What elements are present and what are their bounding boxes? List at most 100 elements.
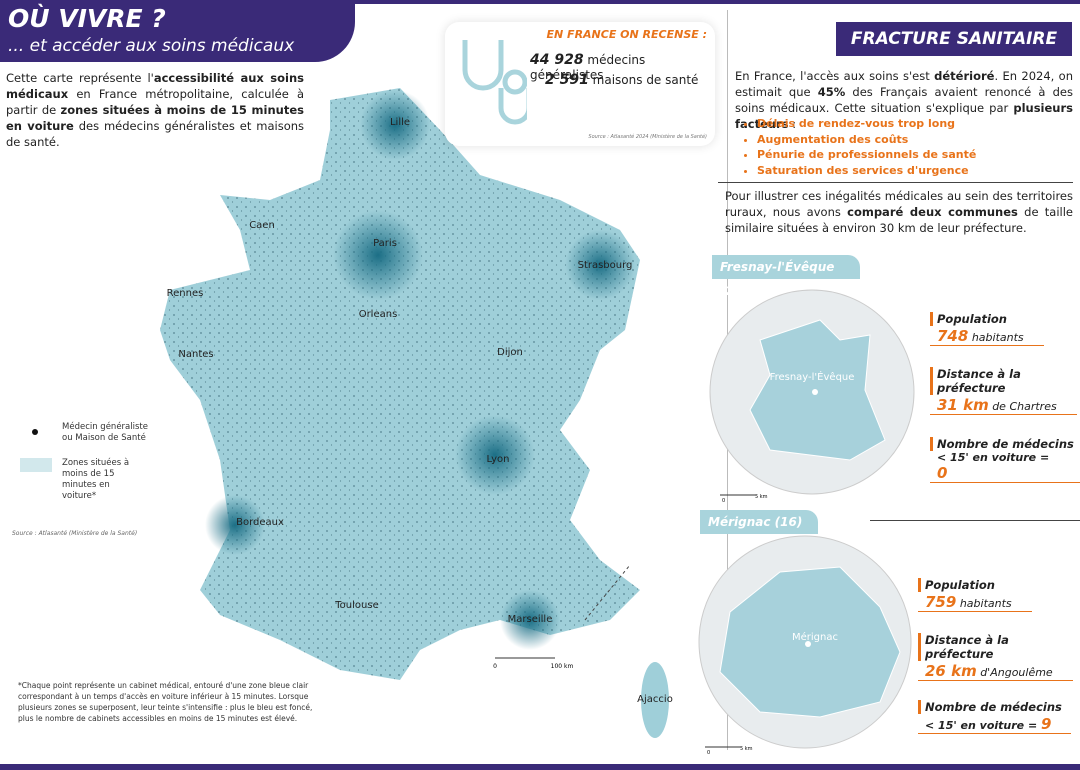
- text: . En 2024, on estimait que: [735, 69, 1073, 99]
- scale-label: 0: [707, 750, 710, 756]
- text-bold: accessibilité aux soins médicaux: [6, 71, 304, 101]
- text: des Français avaient renoncé à des soins…: [735, 85, 1073, 115]
- stats-heading: EN FRANCE ON RECENSE :: [546, 28, 708, 41]
- commune-tag: Fresnay-l'Évêque (28): [712, 255, 860, 298]
- factor: Saturation des services d'urgence: [757, 163, 976, 179]
- city-label: Bordeaux: [236, 517, 284, 528]
- title: OÙ VIVRE ?: [8, 4, 166, 33]
- france-map: Lille Caen Paris Strasbourg Rennes Orlea…: [20, 88, 673, 738]
- city-label: Lyon: [486, 454, 509, 465]
- scale-label: 5 km: [740, 746, 753, 752]
- value: 31 km: [937, 396, 989, 414]
- commune-map: Mérignac 0 5 km: [698, 535, 912, 756]
- stats-source: Source : Atlasanté 2024 (Ministère de la…: [588, 134, 707, 140]
- city-labels: Lille Caen Paris Strasbourg Rennes Orlea…: [167, 117, 673, 705]
- info-value: < 15' en voiture = 9: [918, 715, 1072, 734]
- scale-label: 5 km: [755, 494, 768, 500]
- factor: Délais de rendez-vous trop long: [757, 116, 976, 132]
- paragraph: Pour illustrer ces inégalités médicales …: [725, 188, 1073, 236]
- info-block: Nombre de médecins < 15' en voiture = 9: [918, 700, 1072, 734]
- paragraph: En France, l'accès aux soins s'est détér…: [735, 68, 1073, 132]
- text-bold: détérioré: [934, 69, 995, 83]
- text-bold: 45%: [817, 85, 846, 99]
- rule: [718, 182, 1073, 183]
- stats-box: EN FRANCE ON RECENSE : 44 928 médecins g…: [445, 22, 715, 146]
- subtitle: ... et accéder aux soins médicaux: [8, 36, 295, 56]
- city-label: Rennes: [167, 288, 204, 299]
- text: de taille similaire situées à environ 30…: [725, 205, 1074, 235]
- header-banner: OÙ VIVRE ? ... et accéder aux soins médi…: [0, 0, 355, 62]
- info-block: Distance à la préfecture 31 km de Chartr…: [930, 367, 1080, 415]
- top-rule: [355, 0, 1080, 4]
- bottom-rule: [0, 764, 1080, 770]
- info-value: < 15' en voiture = 0: [930, 451, 1080, 483]
- info-block: Population 759 habitants: [918, 578, 1032, 612]
- info-value: 31 km de Chartres: [930, 396, 1077, 415]
- city-label: Marseille: [508, 614, 553, 625]
- text: des médecins généralistes et maisons de …: [6, 119, 305, 149]
- factor: Augmentation des coûts: [757, 132, 976, 148]
- commune-tag: Mérignac (16): [700, 510, 818, 534]
- text-bold: zones situées à moins de 15 minutes en v…: [6, 103, 304, 133]
- unit: habitants: [971, 331, 1024, 344]
- map-source: Source : Atlasanté (Ministère de la Sant…: [12, 530, 138, 537]
- text: en France métropolitaine, calculée à par…: [6, 87, 304, 117]
- city-label: Strasbourg: [578, 260, 633, 271]
- text: Cette carte représente l': [6, 71, 154, 85]
- unit: habitants: [959, 597, 1012, 610]
- info-block: Nombre de médecins < 15' en voiture = 0: [930, 437, 1080, 483]
- text: :: [788, 117, 797, 131]
- scale-label: 0: [493, 663, 497, 670]
- text: < 15' en voiture =: [925, 719, 1038, 732]
- value: 26 km: [925, 662, 977, 680]
- city-label: Lille: [390, 117, 410, 128]
- info-block: Population 748 habitants: [930, 312, 1044, 346]
- text-bold: comparé deux communes: [847, 205, 1018, 219]
- info-label: Population: [918, 578, 1032, 592]
- scale-label: 0: [722, 498, 725, 504]
- map-label: Fresnay-l'Évêque: [770, 370, 855, 383]
- info-block: Distance à la préfecture 26 km d'Angoulê…: [918, 633, 1080, 681]
- unit: de Chartres: [992, 400, 1057, 413]
- city-label: Ajaccio: [637, 694, 673, 705]
- unit: d'Angoulême: [980, 666, 1053, 679]
- factor-list: Délais de rendez-vous trop long Augmenta…: [745, 116, 976, 178]
- rule: [870, 520, 1080, 521]
- stat: 2 591 maisons de santé: [545, 72, 698, 88]
- map-label: Mérignac: [792, 631, 838, 643]
- commune-map: Fresnay-l'Évêque 0 5 km: [709, 289, 915, 504]
- value: 9: [1041, 715, 1052, 733]
- value: 748: [937, 327, 969, 345]
- stat-number: 44 928: [530, 52, 584, 68]
- info-value: 26 km d'Angoulême: [918, 662, 1073, 681]
- legend-item: Zones situées à moins de 15 minutes en v…: [62, 458, 130, 501]
- city-label: Caen: [249, 220, 275, 231]
- value: 0: [937, 464, 948, 482]
- stat-label: médecins généralistes: [530, 53, 646, 82]
- stat-number: 2 591: [545, 72, 589, 88]
- mainland: [160, 88, 669, 738]
- stethoscope-icon: [462, 40, 527, 125]
- intro: Cette carte représente l'accessibilité a…: [6, 70, 304, 150]
- city-label: Paris: [373, 238, 397, 249]
- info-label: Distance à la préfecture: [930, 367, 1080, 395]
- section-title: FRACTURE SANITAIRE: [836, 22, 1072, 56]
- value: 759: [925, 593, 957, 611]
- text: < 15' en voiture =: [937, 451, 1050, 464]
- city-label: Orleans: [359, 309, 398, 320]
- stat: 44 928 médecins généralistes: [530, 52, 715, 82]
- legend-swatch: [20, 458, 52, 472]
- legend-dot: [32, 429, 38, 435]
- info-value: 759 habitants: [918, 593, 1032, 612]
- text: En France, l'accès aux soins s'est: [735, 69, 935, 83]
- stat-label: maisons de santé: [592, 73, 699, 87]
- factor: Pénurie de professionnels de santé: [757, 147, 976, 163]
- legend-item: Médecin généraliste ou Maison de Santé: [62, 422, 148, 443]
- scale-label: 100 km: [551, 663, 574, 670]
- city-label: Dijon: [497, 347, 523, 358]
- text: Pour illustrer ces inégalités médicales …: [725, 189, 1073, 219]
- info-label: Population: [930, 312, 1044, 326]
- text-bold: plusieurs facteurs: [735, 101, 1073, 131]
- footnote: *Chaque point représente un cabinet médi…: [18, 681, 313, 723]
